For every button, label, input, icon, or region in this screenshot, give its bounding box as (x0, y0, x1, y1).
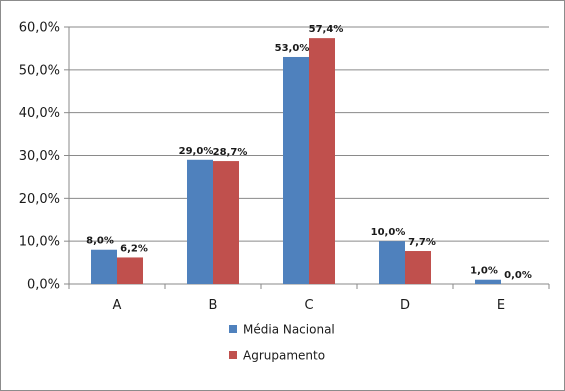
y-tick-label: 0,0% (27, 278, 60, 293)
y-tick-label: 50,0% (19, 63, 60, 78)
bar-media-nacional-c (283, 56, 309, 284)
bar-agrupamento-b (213, 161, 239, 284)
x-category-label: D (400, 298, 410, 313)
data-label: 6,2% (120, 243, 148, 254)
x-category-label: B (209, 298, 218, 313)
y-tick-label: 40,0% (19, 106, 60, 121)
x-category-label: A (113, 298, 122, 313)
legend-label: Agrupamento (243, 349, 325, 363)
x-category-label: C (304, 298, 313, 313)
legend-swatch (229, 351, 237, 359)
bar-media-nacional-d (379, 241, 405, 284)
bar-media-nacional-e (475, 279, 501, 284)
bar-media-nacional-a (91, 249, 117, 284)
data-label: 8,0% (86, 236, 114, 247)
data-label: 57,4% (309, 24, 344, 35)
bar-agrupamento-d (405, 251, 431, 284)
data-label: 1,0% (470, 266, 498, 277)
legend: Média Nacional Agrupamento (229, 323, 335, 363)
data-label: 0,0% (504, 270, 532, 281)
y-tick-label: 60,0% (19, 21, 60, 36)
x-category-label: E (497, 298, 505, 313)
data-label: 29,0% (179, 146, 214, 157)
legend-swatch (229, 325, 237, 333)
data-label: 7,7% (408, 237, 436, 248)
data-label: 53,0% (275, 43, 310, 54)
bar-media-nacional-b (187, 159, 213, 284)
y-tick-label: 10,0% (19, 235, 60, 250)
data-label: 10,0% (371, 227, 406, 238)
y-tick-label: 20,0% (19, 192, 60, 207)
y-tick-label: 30,0% (19, 149, 60, 164)
data-label: 28,7% (213, 147, 248, 158)
bar-agrupamento-c (309, 38, 335, 285)
data-labels: 8,0% 6,2% 29,0% 28,7% 53,0% 57,4% 10,0%7,7% 1,0… (86, 24, 532, 281)
bar-agrupamento-a (117, 257, 143, 284)
legend-label: Média Nacional (243, 323, 335, 337)
bars (91, 38, 501, 285)
